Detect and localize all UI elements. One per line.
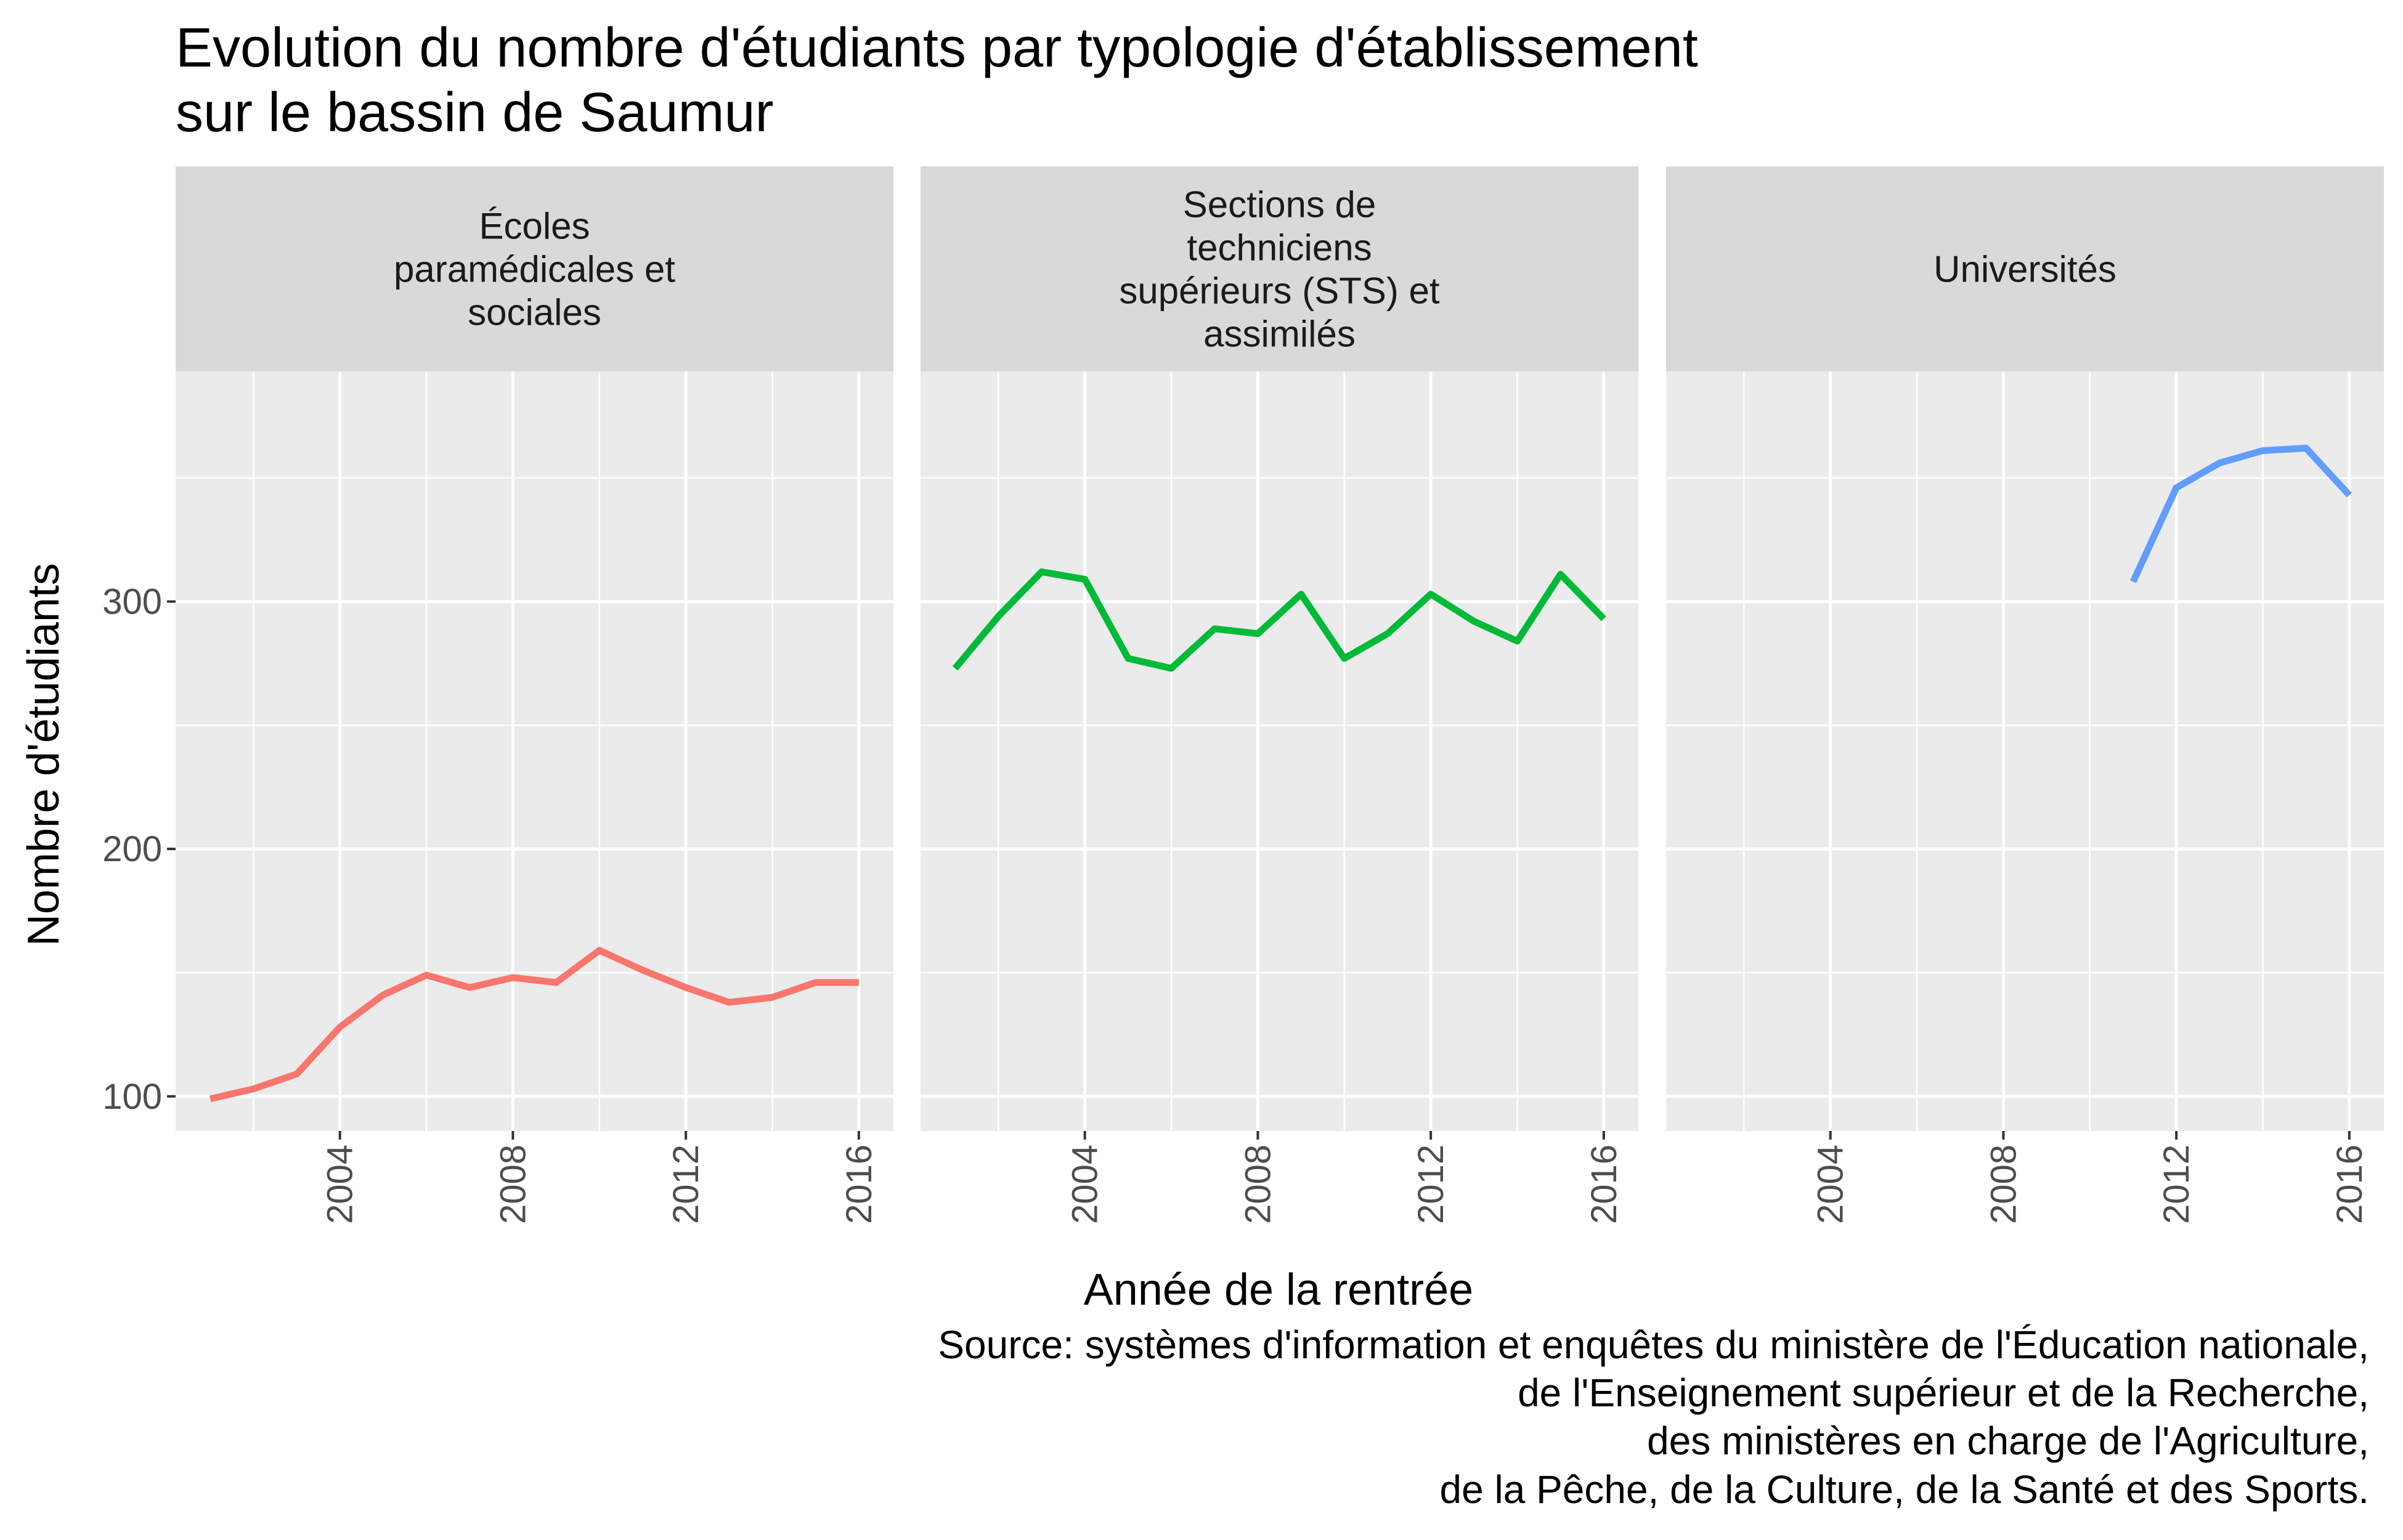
y-axis: 100 200 300 (102, 582, 176, 1117)
x-tick-label: 2004 (320, 1145, 360, 1224)
x-tick-label: 2008 (1983, 1145, 2023, 1224)
x-tick-label: 2004 (1065, 1145, 1105, 1224)
x-tick-label: 2004 (1811, 1145, 1851, 1224)
x-tick-label: 2012 (666, 1145, 706, 1224)
chart-title-line-2: sur le bassin de Saumur (176, 82, 774, 144)
x-tick-label: 2016 (1584, 1145, 1624, 1224)
series-line (2130, 445, 2352, 583)
panel-background (1666, 371, 2384, 1131)
chart-title: Evolution du nombre d'étudiants par typo… (176, 17, 1698, 144)
caption-line-2: de l'Enseignement supérieur et de la Rec… (1518, 1371, 2369, 1415)
facet-strip-label: supérieurs (STS) et (1119, 270, 1439, 312)
x-tick-label: 2016 (2330, 1145, 2370, 1224)
facet-strip-label: Universités (1933, 249, 2116, 290)
facet-strip-label: Sections de (1183, 184, 1376, 225)
chart-title-line-1: Evolution du nombre d'étudiants par typo… (176, 17, 1698, 79)
facet-strip-label: assimilés (1203, 314, 1356, 355)
facet-strip (1666, 166, 2384, 371)
y-axis-title: Nombre d'étudiants (19, 563, 68, 946)
panel-background (176, 371, 893, 1131)
facet-strip-label: techniciens (1187, 227, 1372, 269)
caption-line-1: Source: systèmes d'information et enquêt… (938, 1323, 2369, 1367)
facet-strip-label: paramédicales et (394, 249, 675, 290)
x-tick-label: 2008 (493, 1145, 533, 1224)
y-tick-label: 100 (102, 1077, 162, 1117)
x-tick-label: 2016 (839, 1145, 879, 1224)
y-tick-label: 300 (102, 582, 162, 622)
x-tick-label: 2008 (1238, 1145, 1278, 1224)
series-line (952, 568, 1606, 672)
facet-strip-label: sociales (468, 292, 601, 333)
panel-background (921, 371, 1638, 1131)
y-tick-label: 200 (102, 829, 162, 869)
facet-strip-label: Écoles (479, 206, 590, 247)
source-caption: Source: systèmes d'information et enquêt… (938, 1323, 2369, 1512)
facet-strip (921, 166, 1638, 371)
caption-line-4: de la Pêche, de la Culture, de la Santé … (1440, 1467, 2370, 1512)
caption-line-3: des ministères en charge de l'Agricultur… (1647, 1419, 2369, 1463)
x-tick-label: 2012 (2157, 1145, 2197, 1224)
x-tick-label: 2012 (1411, 1145, 1451, 1224)
facet-strip (176, 166, 893, 371)
series-line (209, 947, 859, 1103)
facet-panel: Universités 2004 2008 2012 2016 (1666, 166, 2384, 1224)
x-axis-title: Année de la rentrée (1084, 1265, 1473, 1315)
